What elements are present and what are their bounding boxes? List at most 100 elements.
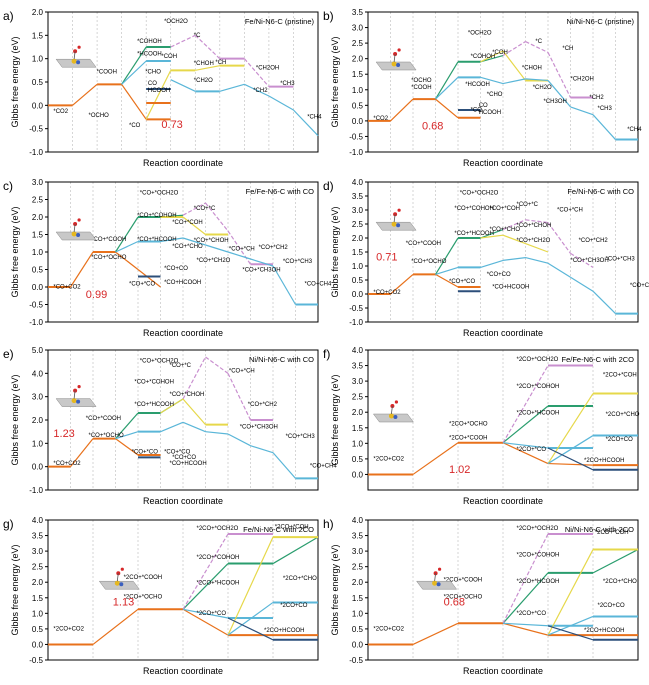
intermediate-label: *CHO bbox=[145, 70, 161, 76]
intermediate-label: *CO+CH4 bbox=[630, 283, 649, 289]
intermediate-label: *2CO+*OCH2O bbox=[197, 526, 239, 532]
series-segment-ch2o-path bbox=[244, 83, 270, 97]
metal-atom-icon bbox=[71, 58, 77, 64]
intermediate-label: *CO+HCOOH bbox=[492, 284, 529, 290]
nitrogen-atom-icon bbox=[393, 415, 398, 419]
intermediate-label: *CO+*CH2 bbox=[579, 238, 609, 244]
intermediate-label: *2CO+*HCOOH bbox=[517, 579, 560, 585]
catalyst-structure-inset bbox=[98, 567, 140, 590]
intermediate-label: *CO+*CH2O bbox=[197, 258, 231, 264]
y-tick-label: 3.5 bbox=[352, 8, 364, 17]
series-segment-initial bbox=[69, 251, 94, 288]
panel-e: -1.0 0.0 1.0 2.0 3.0 4.0 5.0 Gibbs free energy … bbox=[3, 346, 337, 506]
plot-frame bbox=[47, 519, 319, 661]
series-segment-c-path bbox=[502, 41, 526, 57]
series-segment-initial bbox=[435, 98, 459, 119]
panel-letter: f) bbox=[323, 347, 330, 361]
intermediate-label: *CO+*COOH bbox=[86, 416, 121, 422]
intermediate-label: *COHOH bbox=[137, 39, 162, 45]
y-tick-label: 5.0 bbox=[32, 346, 44, 355]
series-segment-initial bbox=[121, 83, 147, 120]
x-axis-title: Reaction coordinate bbox=[463, 496, 543, 506]
y-tick-label: 3.5 bbox=[352, 532, 364, 541]
intermediate-label: *2CO+*CHO bbox=[606, 412, 640, 418]
y-tick-label: 3.5 bbox=[352, 192, 364, 201]
y-tick-label: 0.0 bbox=[352, 470, 364, 479]
series-segment-hcooh bbox=[121, 60, 147, 85]
series-segment-ch3oh-path bbox=[570, 106, 594, 116]
intermediate-label: *CO+*CH3 bbox=[606, 256, 636, 262]
y-tick-label: -0.5 bbox=[29, 301, 43, 310]
series-segment-cohoh bbox=[592, 549, 639, 574]
intermediate-label: *CH3 bbox=[280, 81, 295, 87]
nitrogen-atom-icon bbox=[396, 63, 401, 67]
intermediate-label: *2CO+*CO bbox=[517, 611, 547, 617]
series-segment-c-path bbox=[243, 58, 270, 88]
limiting-step-energy: 0.73 bbox=[161, 119, 182, 131]
intermediate-label: *2CO+HCOOH bbox=[584, 628, 625, 634]
intermediate-label: *CO+*CH2 bbox=[259, 245, 289, 251]
intermediate-label: *2CO+*OCH2O bbox=[517, 526, 559, 532]
series-segment-initial bbox=[390, 273, 414, 295]
y-tick-label: 4.0 bbox=[352, 178, 364, 187]
intermediate-label: *2CO+*COH bbox=[603, 373, 637, 379]
y-axis-title: Gibbs free energy (eV) bbox=[10, 544, 20, 635]
intermediate-label: *2CO+*COOH bbox=[124, 575, 163, 581]
intermediate-label: *CO+*OCH2O bbox=[140, 359, 179, 365]
y-tick-label: 1.5 bbox=[352, 594, 364, 603]
y-tick-label: -0.5 bbox=[29, 125, 43, 134]
intermediate-label: *CHOH bbox=[522, 65, 542, 71]
intermediate-label: *2CO+CO2 bbox=[373, 457, 404, 463]
intermediate-label: *2CO+*OCHO bbox=[444, 594, 483, 600]
intermediate-label: *2CO+*COH bbox=[275, 524, 309, 530]
y-tick-label: 0.0 bbox=[32, 101, 44, 110]
intermediate-label: *2CO+*CO bbox=[197, 611, 227, 617]
y-tick-label: -1.0 bbox=[29, 148, 43, 157]
y-tick-label: -1.0 bbox=[29, 486, 43, 495]
series-segment-co-hcooh bbox=[227, 617, 274, 641]
intermediate-label: *2CO+*OCHO bbox=[449, 422, 488, 428]
y-axis-title: Gibbs free energy (eV) bbox=[330, 374, 340, 465]
y-tick-label: -0.5 bbox=[349, 132, 363, 141]
y-axis-title: Gibbs free energy (eV) bbox=[330, 36, 340, 127]
intermediate-label: *CO+*HCOOH bbox=[137, 237, 177, 243]
series-segment-ch4-path bbox=[227, 433, 251, 447]
series-segment-ch4-path bbox=[182, 421, 206, 433]
y-tick-label: 1.5 bbox=[32, 594, 44, 603]
series-segment-och2o bbox=[502, 365, 549, 444]
intermediate-label: *CO+*C bbox=[194, 206, 216, 212]
graphene-sheet-icon bbox=[55, 398, 97, 407]
series-segment-ch4-path bbox=[570, 276, 594, 292]
catalyst-structure-inset bbox=[416, 567, 458, 590]
series-segment-c-path bbox=[227, 230, 251, 265]
panel-letter: h) bbox=[323, 517, 334, 531]
metal-atom-icon bbox=[388, 413, 394, 419]
intermediate-label: *2CO+*CHO bbox=[283, 576, 317, 582]
y-tick-label: 2.5 bbox=[32, 563, 44, 572]
series-segment-choh-path bbox=[182, 216, 206, 235]
intermediate-label: *CO+*COHOH bbox=[137, 213, 177, 219]
intermediate-label: *CO+*CH3 bbox=[286, 434, 316, 440]
series-segment-c-path bbox=[170, 34, 196, 48]
graphene-sheet-icon bbox=[98, 580, 140, 590]
intermediate-label: *CH3 bbox=[598, 106, 613, 112]
series-segment-ch4-path bbox=[272, 265, 297, 305]
intermediate-label: *COOH bbox=[97, 70, 117, 76]
y-tick-label: -0.5 bbox=[349, 656, 363, 665]
intermediate-label: *CO+CO bbox=[172, 455, 196, 461]
y-tick-label: 0.0 bbox=[352, 290, 364, 299]
y-tick-label: 1.5 bbox=[32, 231, 44, 240]
panel-title: Fe/Fe-N6-C with 2CO bbox=[561, 355, 634, 364]
series-segment-ch2o-path bbox=[170, 79, 196, 92]
intermediate-label: *2CO+*COOH bbox=[449, 436, 488, 442]
metal-atom-icon bbox=[391, 61, 397, 67]
graphene-sheet-icon bbox=[375, 61, 417, 71]
y-axis-title: Gibbs free energy (eV) bbox=[10, 206, 20, 297]
y-tick-label: 2.5 bbox=[352, 563, 364, 572]
panel-title: Fe/Ni-N6-C with CO bbox=[567, 187, 634, 196]
oxygen-atom-icon bbox=[397, 208, 401, 212]
series-segment-coh bbox=[480, 229, 504, 239]
series-segment-hcooh bbox=[435, 76, 459, 100]
intermediate-label: *COHOH bbox=[471, 54, 496, 60]
series-segment-ch4-path bbox=[205, 431, 229, 435]
